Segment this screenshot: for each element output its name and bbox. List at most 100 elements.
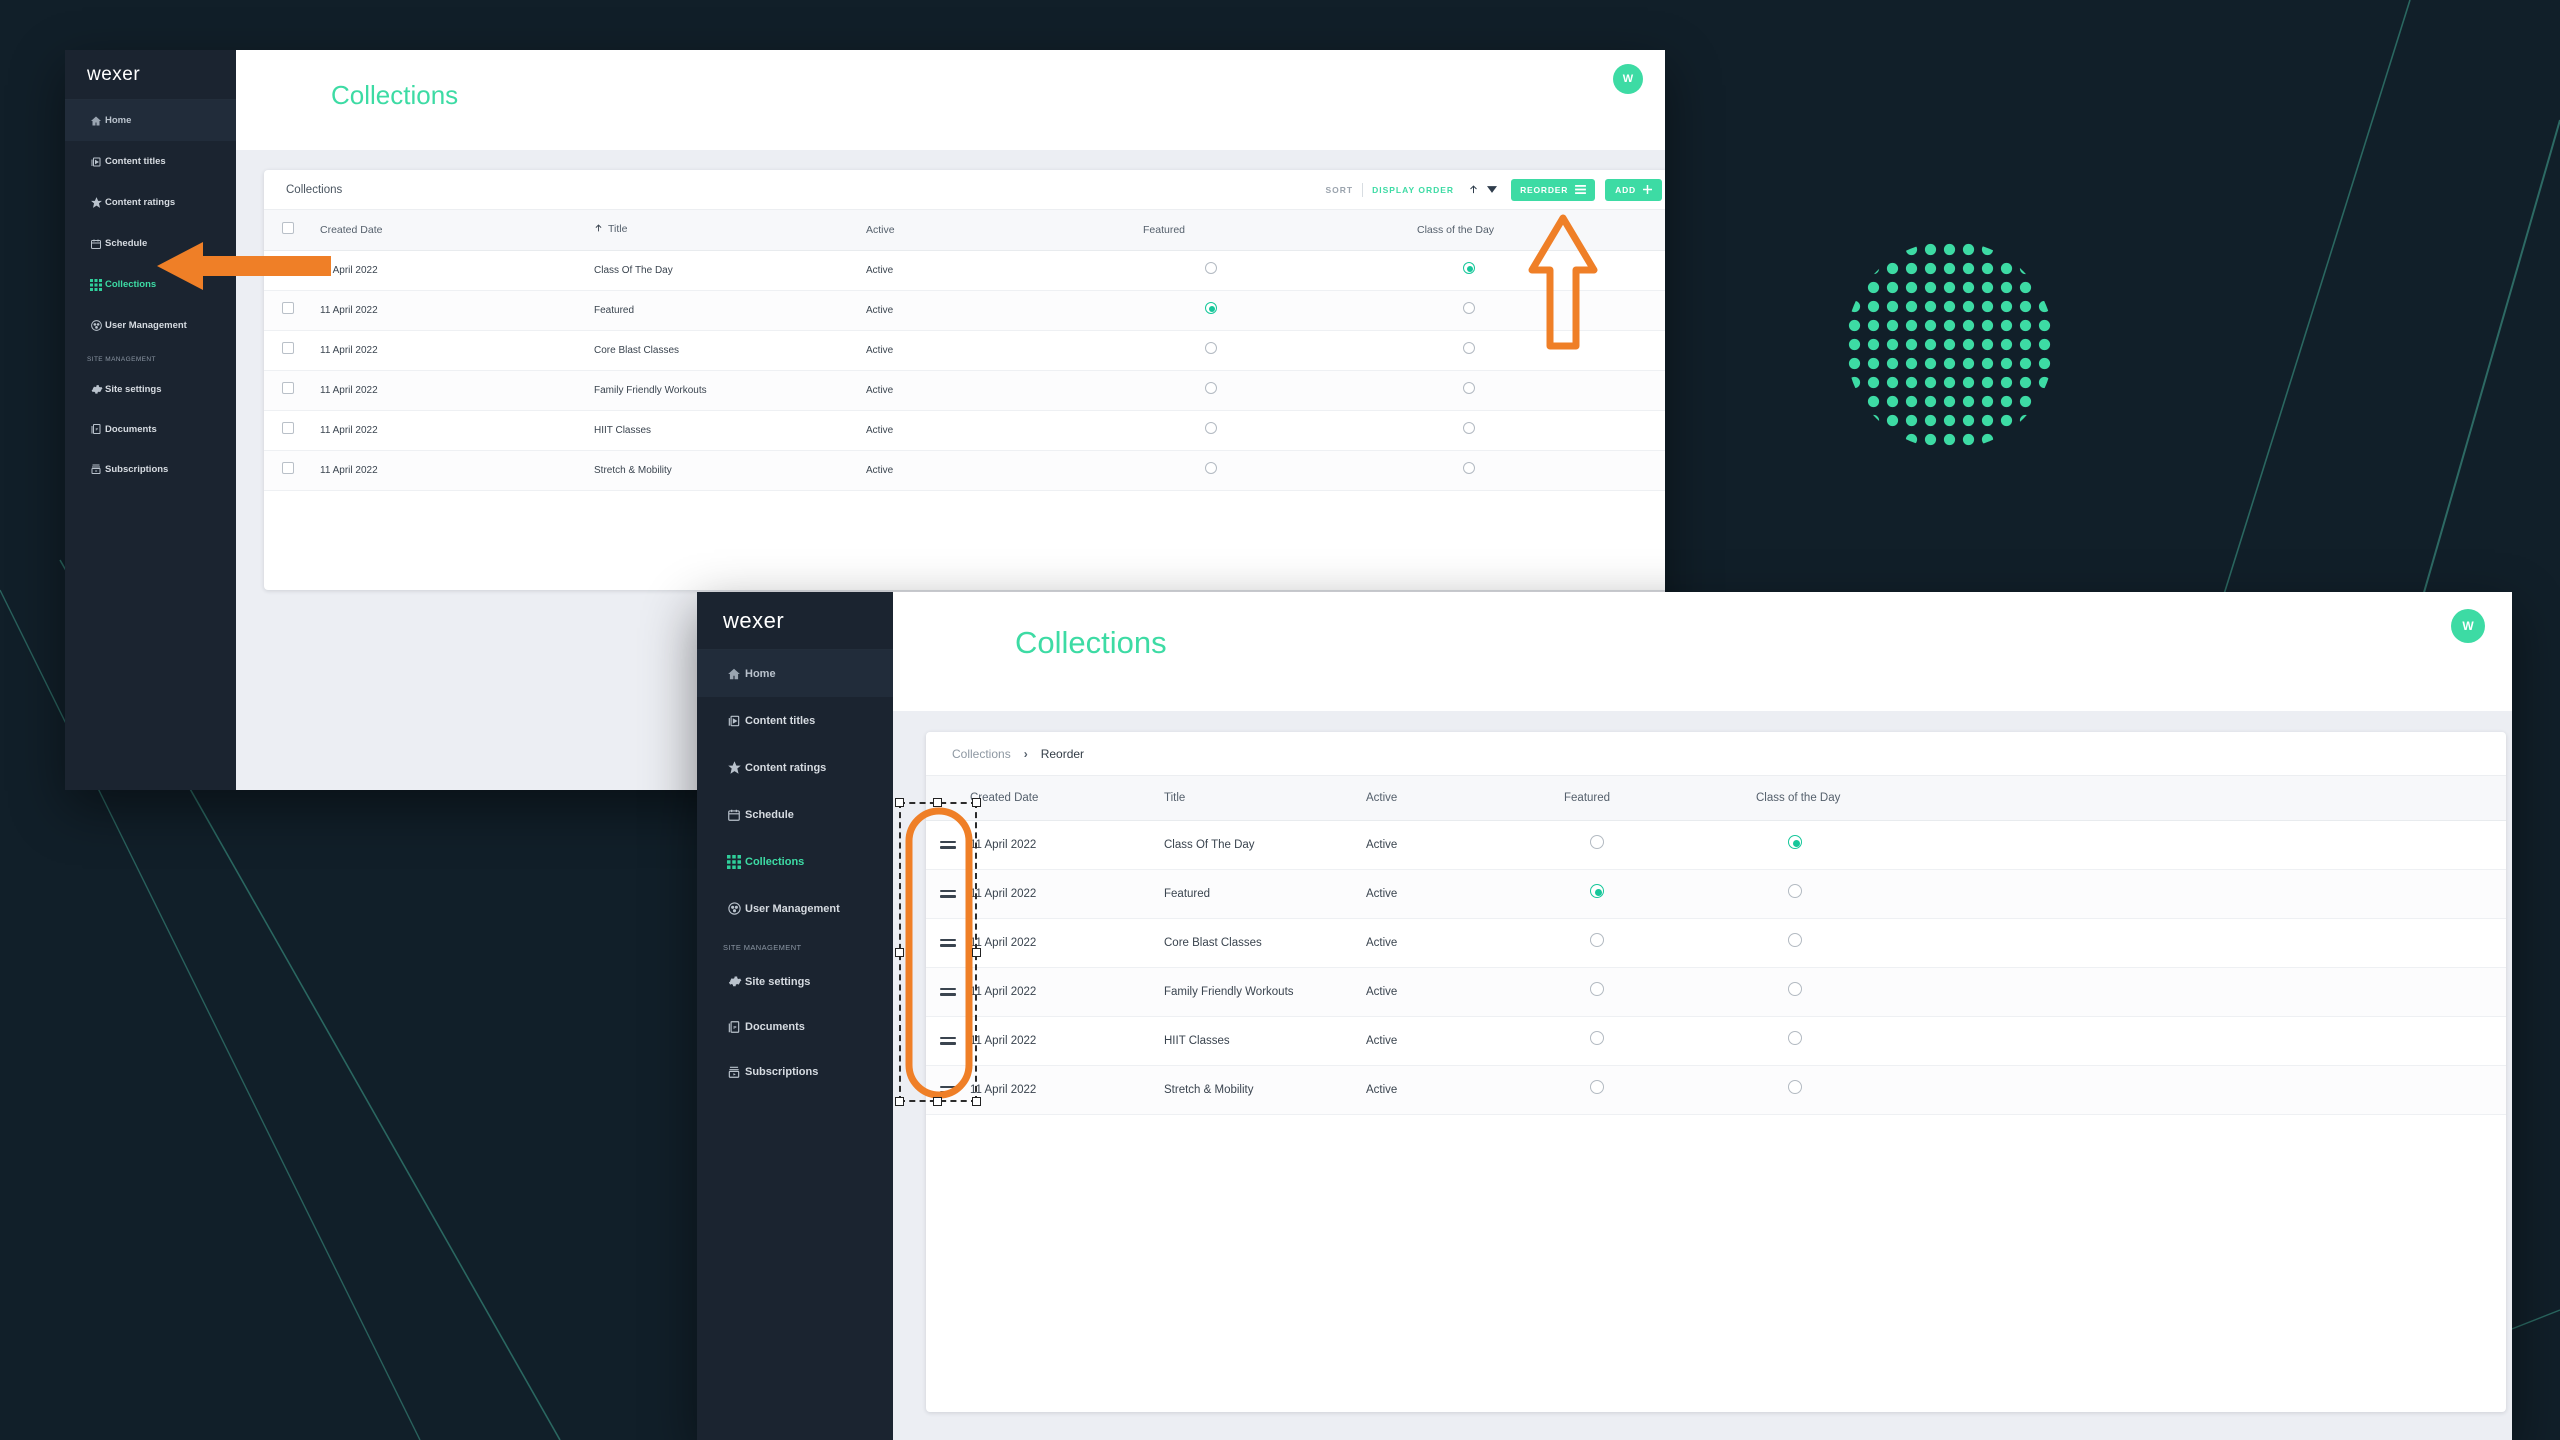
featured-radio[interactable] [1205,262,1217,274]
cell-created-date: 11 April 2022 [970,918,1164,968]
selection-handle-sw[interactable] [895,1097,904,1106]
featured-radio[interactable] [1205,422,1217,434]
select-all-checkbox[interactable] [282,221,294,234]
sidebar-item-subscriptions[interactable]: Subscriptions [65,449,236,489]
row-checkbox[interactable] [282,422,294,434]
add-button[interactable]: ADD [1605,178,1662,201]
table-row[interactable]: 11 April 2022 Stretch & Mobility Active [264,450,1665,491]
breadcrumb-parent[interactable]: Collections [952,746,1011,761]
row-checkbox[interactable] [282,462,294,474]
table-row[interactable]: 11 April 2022 Class Of The Day Active [264,250,1665,291]
selection-handle-e[interactable] [972,948,981,957]
sidebar-item-home[interactable]: Home [65,100,236,141]
sidebar-item-documents[interactable]: P Documents [697,1004,893,1049]
selection-handle-n[interactable] [933,798,942,807]
sidebar-item-schedule[interactable]: Schedule [697,791,893,838]
class-of-the-day-radio[interactable] [1788,1080,1802,1094]
selection-handle-nw[interactable] [895,798,904,807]
decorative-dot-circle [1846,241,2054,449]
featured-radio[interactable] [1590,1031,1604,1045]
featured-radio[interactable] [1205,382,1217,394]
col-class-of-the-day[interactable]: Class of the Day [1417,210,1665,251]
reorder-button[interactable]: REORDER [1511,178,1596,201]
row-checkbox[interactable] [282,342,294,354]
col-title: Title [1164,776,1366,821]
featured-radio[interactable] [1590,1080,1604,1094]
featured-radio[interactable] [1590,884,1604,898]
class-of-the-day-radio[interactable] [1463,462,1475,474]
table-row[interactable]: 11 April 2022 Core Blast Classes Active [264,330,1665,371]
class-of-the-day-radio[interactable] [1788,835,1802,849]
sidebar-item-content-ratings[interactable]: Content ratings [65,182,236,223]
sidebar-item-site-settings[interactable]: Site settings [65,369,236,409]
cell-class-of-the-day [1756,820,2506,870]
class-of-the-day-radio[interactable] [1463,262,1475,274]
table-row[interactable]: 11 April 2022 Featured Active [264,290,1665,331]
featured-radio[interactable] [1205,342,1217,354]
table-row[interactable]: 11 April 2022 Family Friendly Workouts A… [926,967,2506,1017]
sidebar-item-content-titles[interactable]: Content titles [65,141,236,182]
featured-radio[interactable] [1590,835,1604,849]
sidebar-item-collections[interactable]: Collections [697,838,893,885]
arrow-up-icon[interactable] [1468,184,1479,195]
selection-handle-ne[interactable] [972,798,981,807]
table-row[interactable]: 11 April 2022 HIIT Classes Active [264,410,1665,451]
sidebar-item-documents[interactable]: P Documents [65,409,236,449]
col-active[interactable]: Active [866,210,1143,251]
row-checkbox[interactable] [282,382,294,394]
selection-handle-s[interactable] [933,1097,942,1106]
class-of-the-day-radio[interactable] [1788,982,1802,996]
class-of-the-day-radio[interactable] [1788,884,1802,898]
table-row[interactable]: 11 April 2022 Core Blast Classes Active [926,918,2506,968]
display-order-button[interactable]: DISPLAY ORDER [1372,184,1455,195]
class-of-the-day-radio[interactable] [1463,342,1475,354]
caret-down-icon[interactable] [1487,186,1498,193]
avatar[interactable]: W [1613,64,1643,94]
col-created-date[interactable]: Created Date [320,210,594,251]
table-row[interactable]: 11 April 2022 Stretch & Mobility Active [926,1065,2506,1115]
sidebar-item-label: Content ratings [105,197,176,208]
col-featured[interactable]: Featured [1143,210,1417,251]
sidebar-item-site-settings[interactable]: Site settings [697,959,893,1004]
table-row[interactable]: 11 April 2022 Featured Active [926,869,2506,919]
avatar-initial: W [2462,619,2474,633]
class-of-the-day-radio[interactable] [1463,422,1475,434]
sidebar-item-home[interactable]: Home [697,650,893,697]
cell-created-date: 11 April 2022 [970,820,1164,870]
breadcrumb-separator: › [1023,746,1028,761]
col-title[interactable]: Title [594,210,866,251]
row-checkbox-cell [264,450,320,491]
col-created-date: Created Date [970,776,1164,821]
sidebar-item-content-titles[interactable]: Content titles [697,697,893,744]
avatar[interactable]: W [2451,609,2485,643]
brand-name: wexer [723,607,785,633]
sidebar-item-content-ratings[interactable]: Content ratings [697,744,893,791]
featured-radio[interactable] [1205,302,1217,314]
featured-radio[interactable] [1205,462,1217,474]
class-of-the-day-radio[interactable] [1788,933,1802,947]
sidebar-item-user-management[interactable]: User Management [65,305,236,346]
cell-title: HIIT Classes [1164,1016,1366,1066]
sidebar-item-user-management[interactable]: User Management [697,885,893,932]
sidebar-item-collections[interactable]: Collections [65,264,236,305]
pdf-document-icon: P [87,423,105,435]
class-of-the-day-radio[interactable] [1463,382,1475,394]
table-row[interactable]: 11 April 2022 HIIT Classes Active [926,1016,2506,1066]
sidebar-item-subscriptions[interactable]: Subscriptions [697,1049,893,1094]
featured-radio[interactable] [1590,982,1604,996]
class-of-the-day-radio[interactable] [1788,1031,1802,1045]
row-checkbox[interactable] [282,262,294,274]
row-checkbox[interactable] [282,302,294,314]
selection-handle-w[interactable] [895,948,904,957]
class-of-the-day-radio[interactable] [1463,302,1475,314]
table-row[interactable]: 11 April 2022 Class Of The Day Active [926,820,2506,870]
selection-handle-se[interactable] [972,1097,981,1106]
cell-created-date: 11 April 2022 [320,250,594,291]
featured-radio[interactable] [1590,933,1604,947]
grid-icon [87,278,105,291]
table-header-row: Created Date Title Active Featured Class… [926,776,2506,821]
sidebar-item-schedule[interactable]: Schedule [65,223,236,264]
table-row[interactable]: 11 April 2022 Family Friendly Workouts A… [264,370,1665,411]
col-label: Created Date [970,791,1039,804]
cell-active: Active [866,330,1143,371]
